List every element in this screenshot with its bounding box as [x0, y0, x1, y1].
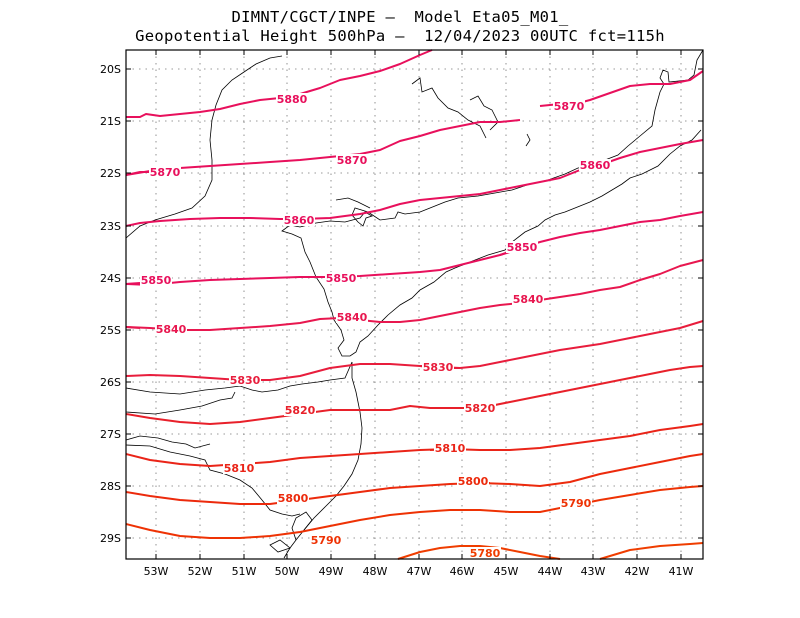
contour-label-5810: 5810	[435, 442, 466, 455]
contours: 5880 5870 5870 5870 5860 5860 5850 5850 5850 5840…	[125, 49, 704, 560]
contour-label-bg	[155, 323, 187, 335]
contour-label-bg	[140, 274, 172, 286]
contour-label-bg	[506, 241, 538, 253]
contour-label-bg	[310, 534, 342, 546]
lat-tick-label: 28S	[100, 480, 121, 493]
state-border-a	[125, 55, 283, 239]
lat-tick-label: 25S	[100, 324, 121, 337]
contour-label-bg	[422, 361, 454, 373]
lat-tick-label: 26S	[100, 376, 121, 389]
contour-label-5870: 5870	[554, 100, 585, 113]
contour-label-5860: 5860	[284, 214, 315, 227]
lat-tick-label: 22S	[100, 167, 121, 180]
lon-tick-label: 43W	[581, 565, 606, 578]
contour-label-bg	[457, 475, 489, 487]
contour-label-5860: 5860	[580, 159, 611, 172]
lat-tick-label: 21S	[100, 115, 121, 128]
contour-label-bg	[284, 404, 316, 416]
contour-label-bg	[336, 311, 368, 323]
contour-label-5830: 5830	[423, 361, 454, 374]
lon-tick-label: 50W	[275, 565, 300, 578]
title-line-2: Geopotential Height 500hPa – 12/04/2023 …	[135, 27, 665, 45]
contour-label-bg	[325, 272, 357, 284]
contour-label-5810: 5810	[224, 462, 255, 475]
contour-line-5780	[397, 542, 704, 560]
contour-label-bg	[277, 492, 309, 504]
contour-label-bg	[469, 547, 501, 559]
contour-label-5830: 5830	[230, 374, 261, 387]
lon-tick-label: 46W	[450, 565, 475, 578]
contour-label-5870: 5870	[150, 166, 181, 179]
lon-tick-label: 48W	[363, 565, 388, 578]
state-border-b	[125, 361, 353, 395]
contour-label-bg	[560, 497, 592, 509]
state-border-c	[125, 391, 236, 415]
contour-label-bg	[512, 293, 544, 305]
axis-ticks: 53W 52W 51W 50W 49W 48W 47W 46W 45W 44W 43W 42W 41W 2…	[100, 50, 703, 578]
grid-lines	[126, 50, 703, 559]
lon-tick-label: 45W	[494, 565, 519, 578]
lon-tick-label: 53W	[144, 565, 169, 578]
contour-label-bg	[579, 159, 611, 171]
lat-tick-label: 24S	[100, 272, 121, 285]
contour-label-bg	[276, 93, 308, 105]
contour-line-5800	[125, 453, 704, 505]
contour-label-bg	[434, 442, 466, 454]
contour-line-5850	[125, 211, 704, 286]
contour-label-5880: 5880	[277, 93, 308, 106]
contour-label-bg	[553, 100, 585, 112]
lon-tick-label: 51W	[232, 565, 257, 578]
contour-line-5870	[125, 119, 521, 176]
lat-tick-label: 23S	[100, 220, 121, 233]
contour-line-5840	[125, 259, 704, 331]
state-border-e	[125, 435, 211, 449]
coastline-and-borders	[125, 49, 704, 559]
contour-label-5790: 5790	[561, 497, 592, 510]
contour-label-5780: 5780	[470, 547, 501, 560]
contour-line-5840	[125, 326, 141, 329]
contour-label-bg	[464, 402, 496, 414]
contour-line-5850	[125, 282, 141, 285]
map-frame	[125, 49, 704, 560]
contour-label-bg	[229, 374, 261, 386]
title-line-1: DIMNT/CGCT/INPE – Model Eta05_M01_	[231, 8, 569, 26]
contour-line-5820	[125, 365, 704, 425]
contour-label-5840: 5840	[156, 323, 187, 336]
contour-label-5850: 5850	[507, 241, 538, 254]
contour-label-5820: 5820	[465, 402, 496, 415]
contour-label-5850: 5850	[141, 274, 172, 287]
contour-label-5790: 5790	[311, 534, 342, 547]
lat-tick-label: 27S	[100, 428, 121, 441]
lon-tick-label: 41W	[669, 565, 694, 578]
contour-label-bg	[283, 214, 315, 226]
contour-label-bg	[223, 462, 255, 474]
contour-label-5870: 5870	[337, 154, 368, 167]
contour-line-5790	[125, 485, 704, 539]
contour-label-5850: 5850	[326, 272, 357, 285]
lon-tick-label: 47W	[407, 565, 432, 578]
contour-line-5860	[125, 139, 704, 227]
contour-label-5840: 5840	[337, 311, 368, 324]
lagoon-coast	[261, 499, 313, 553]
contour-line-5810	[125, 423, 704, 467]
lat-tick-label: 29S	[100, 532, 121, 545]
contour-label-5820: 5820	[285, 404, 316, 417]
coastline-south	[283, 362, 363, 559]
state-border-f	[335, 77, 531, 209]
lon-tick-label: 49W	[319, 565, 344, 578]
contour-label-5800: 5800	[278, 492, 309, 505]
contour-label-bg	[336, 154, 368, 166]
lon-tick-label: 42W	[625, 565, 650, 578]
contour-line-5870	[125, 171, 152, 176]
lon-tick-label: 44W	[538, 565, 563, 578]
contour-label-5800: 5800	[458, 475, 489, 488]
contour-label-bg	[149, 166, 181, 178]
lat-tick-label: 20S	[100, 63, 121, 76]
lon-tick-label: 52W	[188, 565, 213, 578]
contour-label-5840: 5840	[513, 293, 544, 306]
contour-line-5880	[126, 49, 433, 118]
